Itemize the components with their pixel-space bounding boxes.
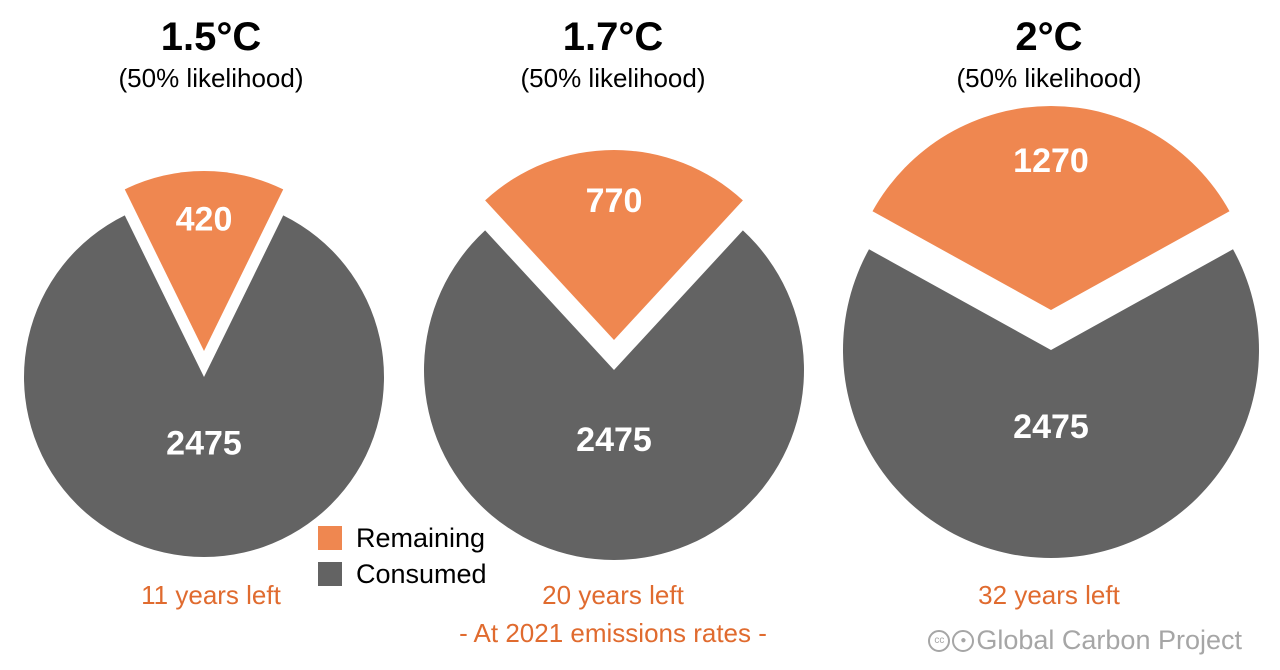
- legend-label: Remaining: [356, 522, 486, 553]
- panel-2: 1.7°C (50% likelihood) 20 years left: [400, 0, 826, 670]
- remaining-value-label: 1270: [1013, 142, 1089, 180]
- legend: Remaining Consumed: [318, 520, 487, 592]
- legend-swatch-consumed: [318, 562, 342, 586]
- legend-item-consumed: Consumed: [318, 556, 487, 592]
- pie-slice-remaining: [872, 106, 1230, 310]
- chart-title: 1.5°C: [160, 15, 262, 59]
- consumed-value-label: 2475: [576, 421, 652, 459]
- years-left-label: 32 years left: [978, 580, 1120, 610]
- remaining-value-label: 420: [176, 200, 233, 238]
- chart-subtitle: (50% likelihood): [520, 63, 706, 93]
- pie-slice-consumed: [424, 230, 805, 560]
- chart-title: 1.7°C: [562, 15, 664, 59]
- legend-item-remaining: Remaining: [318, 520, 487, 556]
- panel-1: 1.5°C (50% likelihood) 11 years left: [0, 0, 424, 670]
- by-icon: ●: [952, 629, 975, 652]
- legend-swatch-remaining: [318, 526, 342, 550]
- cc-icon: cc: [928, 629, 951, 652]
- credit-label: Global Carbon Project: [976, 625, 1242, 655]
- legend-label: Consumed: [356, 558, 487, 589]
- pie-slice-remaining: [124, 171, 284, 351]
- pie-slice-consumed: [842, 249, 1260, 559]
- chart-subtitle: (50% likelihood): [118, 63, 304, 93]
- pie-slice-remaining: [485, 149, 743, 340]
- consumed-value-label: 2475: [1013, 408, 1089, 446]
- pie-slice-consumed: [24, 215, 385, 557]
- panel-3: 2°C (50% likelihood) 32 years left: [836, 0, 1262, 670]
- consumed-value-label: 2475: [166, 424, 242, 462]
- years-left-label: 20 years left: [542, 580, 684, 610]
- years-left-label: 11 years left: [141, 580, 281, 610]
- emissions-rate-note: - At 2021 emissions rates -: [459, 618, 767, 648]
- chart-title: 2°C: [1015, 15, 1083, 59]
- remaining-value-label: 770: [586, 182, 643, 220]
- chart-subtitle: (50% likelihood): [956, 63, 1142, 93]
- credit: cc ● Global Carbon Project: [928, 625, 1242, 656]
